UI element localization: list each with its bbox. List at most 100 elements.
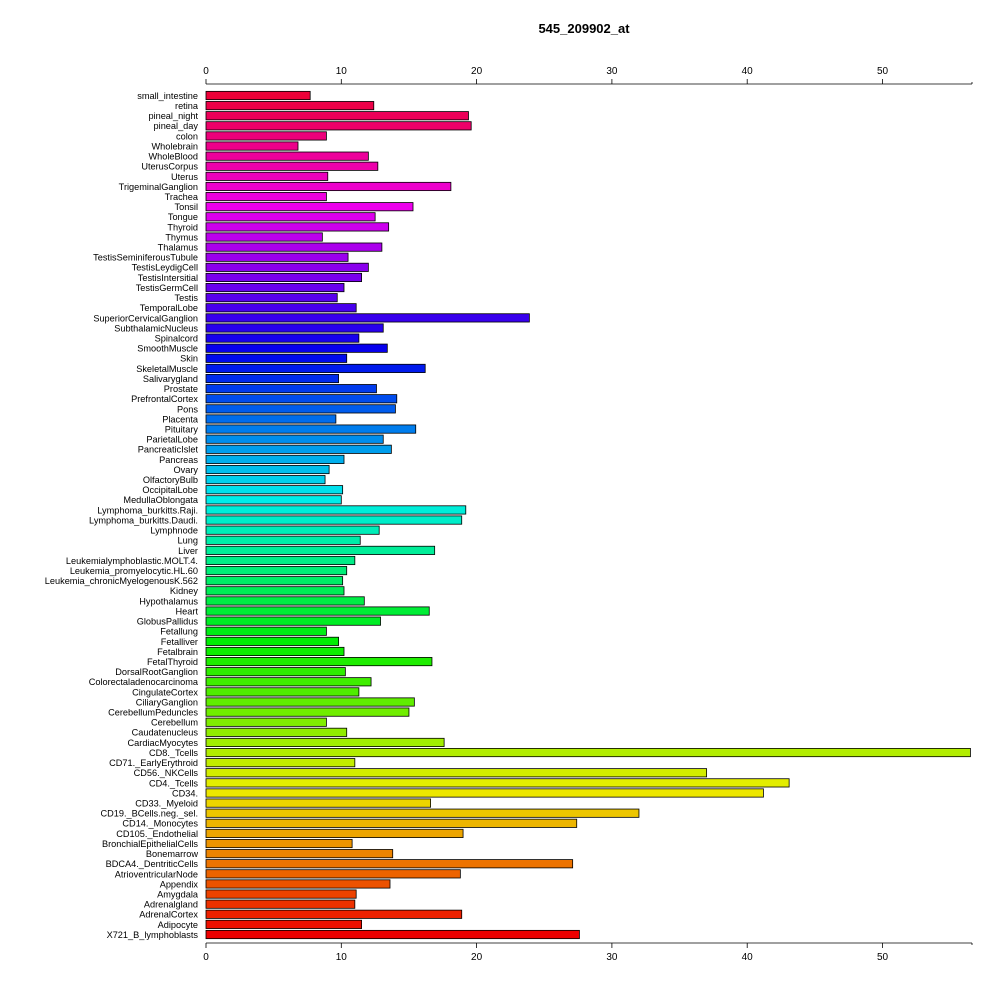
category-label: Fetalliver	[161, 637, 198, 647]
category-label: small_intestine	[137, 91, 198, 101]
bar	[205, 657, 433, 667]
category-label: Pituitary	[165, 424, 199, 434]
bar	[205, 202, 414, 212]
bar	[205, 222, 390, 232]
category-label: Thyroid	[167, 222, 198, 232]
bar	[205, 131, 327, 141]
bar	[205, 161, 379, 171]
category-label: DorsalRootGanglion	[115, 667, 198, 677]
tick-label: 40	[742, 952, 754, 963]
bar	[205, 151, 369, 161]
category-label: CD4._Tcells	[149, 778, 198, 788]
bar	[205, 818, 578, 828]
category-label: pineal_day	[154, 121, 199, 131]
category-label: Placenta	[162, 414, 199, 424]
tick-label: 20	[471, 952, 483, 963]
category-label: Leukemialymphoblastic.MOLT.4.	[66, 556, 198, 566]
category-label: TrigeminalGanglion	[119, 182, 198, 192]
bar	[205, 424, 417, 434]
bar	[205, 434, 384, 444]
category-label: Bonemarrow	[146, 849, 198, 859]
bar	[205, 353, 348, 363]
tick-label: 30	[606, 952, 618, 963]
bar	[205, 232, 323, 242]
category-label: ParietalLobe	[146, 435, 198, 445]
bar	[205, 485, 344, 495]
bar	[205, 748, 971, 758]
bar	[205, 919, 363, 929]
bar	[205, 849, 394, 859]
bar	[205, 869, 461, 879]
category-label: FetalThyroid	[147, 657, 198, 667]
bar	[205, 535, 361, 545]
bar	[205, 768, 708, 778]
bar	[205, 373, 339, 384]
bar	[205, 313, 530, 323]
category-label: colon	[176, 131, 198, 141]
bar	[205, 697, 415, 707]
bar	[205, 758, 356, 768]
bar	[205, 323, 384, 333]
bar	[205, 929, 580, 940]
category-label: Lymphnode	[150, 526, 198, 536]
bar	[205, 555, 356, 566]
chart-title: 545_209902_at	[538, 21, 630, 36]
category-label: TestisLeydigCell	[132, 263, 198, 273]
bottom-axis: 0 10 20 30 40 50	[203, 942, 973, 963]
category-label: Tongue	[168, 212, 198, 222]
bar	[205, 262, 369, 272]
tick-label: 50	[877, 66, 889, 77]
category-label: CD56._NKCells	[134, 768, 199, 778]
bar	[205, 545, 436, 555]
category-label: Fetallung	[160, 627, 198, 637]
category-label: Thalamus	[158, 243, 199, 253]
category-label: PancreaticIslet	[138, 445, 199, 455]
bar	[205, 778, 790, 788]
bar	[205, 525, 380, 535]
category-label: Adipocyte	[158, 920, 198, 930]
bar	[205, 192, 327, 202]
bar	[205, 171, 329, 181]
category-label: Kidney	[170, 586, 198, 596]
bar	[205, 444, 392, 454]
category-label: CD14._Monocytes	[122, 819, 198, 829]
category-label: BronchialEpithelialCells	[102, 839, 198, 849]
bar	[205, 363, 426, 373]
category-label: CD19._BCells.neg._sel.	[100, 809, 198, 819]
bar	[205, 566, 348, 576]
category-label: Spinalcord	[155, 334, 198, 344]
bar	[205, 879, 391, 889]
category-label: TestisGermCell	[136, 283, 198, 293]
bar	[205, 394, 398, 404]
category-label: Pons	[177, 404, 198, 414]
category-label: Adrenalgland	[144, 900, 198, 910]
category-label: CD105._Endothelial	[116, 829, 198, 839]
bar	[205, 889, 357, 899]
bar	[205, 899, 356, 909]
bar	[205, 283, 345, 293]
category-label: Lung	[178, 536, 198, 546]
tick-label: 20	[471, 66, 483, 77]
category-label: Leukemia_chronicMyelogenousK.562	[45, 576, 198, 586]
category-label: MedullaOblongata	[123, 495, 198, 505]
bar	[205, 596, 365, 606]
bar	[205, 808, 640, 818]
category-label: TestisSeminiferousTubule	[93, 253, 198, 263]
bar	[205, 707, 410, 717]
bar	[205, 475, 326, 485]
category-label: GlobusPallidus	[137, 617, 199, 627]
bar	[205, 505, 467, 515]
category-label: X721_B_lymphoblasts	[107, 930, 199, 940]
category-label: retina	[175, 101, 199, 111]
category-label: Pancreas	[159, 455, 198, 465]
bar	[205, 677, 372, 687]
tick-label: 50	[877, 952, 889, 963]
bar	[205, 90, 311, 101]
category-label: UterusCorpus	[141, 162, 198, 172]
bar	[205, 252, 349, 262]
bar	[205, 141, 299, 151]
bar	[205, 181, 452, 192]
bar	[205, 242, 383, 252]
category-labels: small_intestineretinapineal_nightpineal_…	[45, 91, 199, 940]
tick-label: 0	[203, 66, 209, 77]
